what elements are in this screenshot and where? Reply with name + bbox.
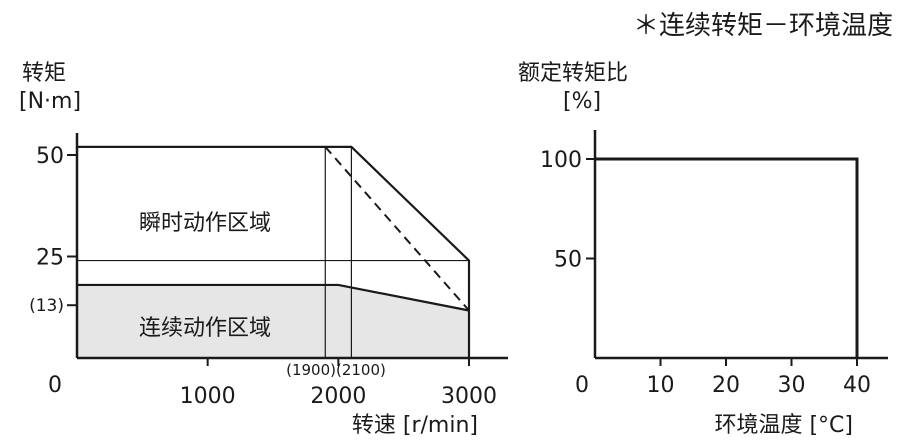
page-title: ＊连续转矩－环境温度 [633,11,893,41]
torque-speed-chart: 1000 2000 3000 50 25 (13) 转矩 [N·m] 0 转速 [r/mi… [19,61,508,438]
torque-reference-lines [77,146,469,358]
torque-origin-label: 0 [48,373,62,398]
y-tick-label-50: 50 [36,144,64,169]
ratio-x-tick-label-40: 40 [843,373,871,398]
ratio-x-tick-label-30: 30 [778,373,806,398]
torque-y-label-line2: [N·m] [19,89,81,114]
region-label-continuous: 连续动作区域 [139,316,271,341]
x-tick-label-2000: 2000 [310,384,366,409]
region-label-peak: 瞬时动作区域 [139,211,271,236]
ratio-y-tick-label-100: 100 [540,148,582,173]
speed-break-annotation: (1900)(2100) [286,361,386,379]
ratio-y-tick-label-50: 50 [554,248,582,273]
ratio-ticks: 10 20 30 40 100 50 [540,148,871,398]
ratio-y-label-line1: 额定转矩比 [518,61,628,86]
torque-regions [77,284,469,358]
ratio-y-label-line2: [%] [563,89,601,114]
torque-x-label: 转速 [r/min] [352,413,478,438]
torque-ratio-series [595,157,859,358]
x-tick-label-1000: 1000 [180,384,236,409]
ratio-origin-label: 0 [575,373,589,398]
y-tick-label-13: (13) [29,296,64,316]
torque-ratio-line [595,157,859,358]
y-tick-label-25: 25 [36,246,64,271]
ratio-x-tick-label-20: 20 [712,373,740,398]
torque-ticks: 1000 2000 3000 50 25 (13) [29,144,497,409]
peak-torque-dashed-boundary [324,146,470,312]
torque-ratio-temperature-chart: 10 20 30 40 100 50 额定转矩比 [%] 0 环境温度 [°C] [518,61,888,438]
continuous-operation-region [77,284,469,358]
torque-series [77,145,471,358]
x-tick-label-3000: 3000 [441,384,497,409]
ratio-x-tick-label-10: 10 [647,373,675,398]
ratio-x-label: 环境温度 [°C] [714,413,853,438]
torque-y-label-line1: 转矩 [22,61,66,86]
continuous-torque-boundary [77,283,470,312]
